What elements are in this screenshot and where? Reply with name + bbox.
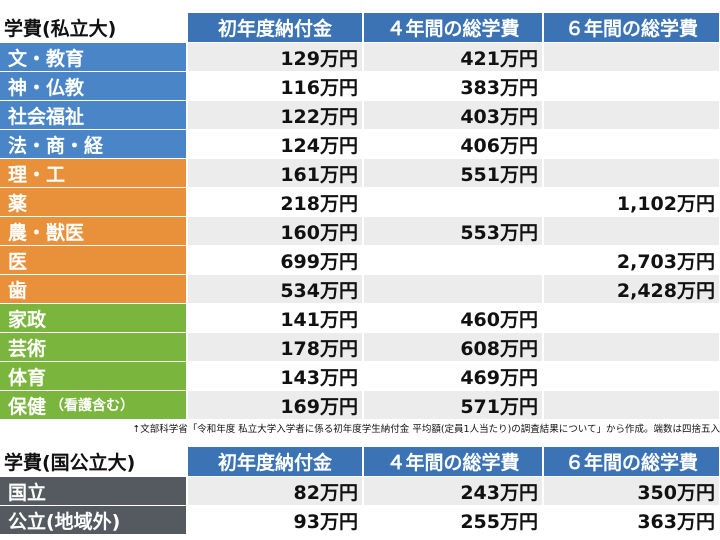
first-year-fee-cell: 124万円 <box>186 130 362 159</box>
row-label: 神・仏教 <box>0 72 186 101</box>
four-year-total-cell: 243万円 <box>362 477 542 506</box>
row-label-text: 神・仏教 <box>8 76 85 99</box>
four-year-total-cell: 469万円 <box>362 362 542 391</box>
first-year-fee-cell: 143万円 <box>186 362 362 391</box>
row-label-text: 法・商・経 <box>8 134 104 157</box>
four-year-total-cell: 421万円 <box>362 43 542 72</box>
col-header-six-year: ６年間の総学費 <box>542 447 719 477</box>
six-year-total-cell <box>542 72 719 101</box>
six-year-total-cell <box>542 333 719 362</box>
six-year-total-cell: 1,102万円 <box>542 188 719 217</box>
public-tuition-table: 学費(国公立大) 初年度納付金 ４年間の総学費 ６年間の総学費 国立 82万円 24… <box>0 447 719 535</box>
four-year-total-cell: 608万円 <box>362 333 542 362</box>
first-year-fee-cell: 169万円 <box>186 391 362 420</box>
six-year-total-cell: 350万円 <box>542 477 719 506</box>
row-label-text: 農・獣医 <box>8 221 85 244</box>
col-header-first-year: 初年度納付金 <box>186 447 362 477</box>
col-header-four-year: ４年間の総学費 <box>362 13 542 43</box>
six-year-total-cell: 363万円 <box>542 506 719 535</box>
first-year-fee-cell: 122万円 <box>186 101 362 130</box>
row-label: 歯 <box>0 275 186 304</box>
row-label: 医 <box>0 246 186 275</box>
row-label-text: 歯 <box>8 279 28 302</box>
row-label-text: 家政 <box>8 308 47 331</box>
row-label-text: 公立(地域外) <box>8 510 121 533</box>
row-label-text: 理・工 <box>8 163 66 186</box>
six-year-total-cell: 2,703万円 <box>542 246 719 275</box>
row-label: 法・商・経 <box>0 130 186 159</box>
row-label-text: 国立 <box>8 481 47 504</box>
row-label-note: （看護含む） <box>50 398 135 414</box>
first-year-fee-cell: 218万円 <box>186 188 362 217</box>
six-year-total-cell <box>542 304 719 333</box>
row-label-text: 医 <box>8 250 28 273</box>
row-label: 文・教育 <box>0 43 186 72</box>
first-year-fee-cell: 161万円 <box>186 159 362 188</box>
row-label-text: 薬 <box>8 192 28 215</box>
private-table-title: 学費(私立大) <box>0 13 186 43</box>
six-year-total-cell <box>542 391 719 420</box>
source-note: ↑文部科学省「令和年度 私立大学入学者に係る初年度学生納付金 平均額(定員1人当… <box>132 424 720 435</box>
row-label: 社会福祉 <box>0 101 186 130</box>
six-year-total-cell <box>542 130 719 159</box>
row-label: 農・獣医 <box>0 217 186 246</box>
row-label-text: 社会福祉 <box>8 105 85 128</box>
private-tuition-table: 学費(私立大) 初年度納付金 ４年間の総学費 ６年間の総学費 文・教育 129万円… <box>0 13 719 420</box>
first-year-fee-cell: 178万円 <box>186 333 362 362</box>
six-year-total-cell <box>542 101 719 130</box>
four-year-total-cell: 403万円 <box>362 101 542 130</box>
row-label: 体育 <box>0 362 186 391</box>
row-label: 薬 <box>0 188 186 217</box>
four-year-total-cell <box>362 275 542 304</box>
four-year-total-cell: 406万円 <box>362 130 542 159</box>
six-year-total-cell <box>542 43 719 72</box>
col-header-first-year: 初年度納付金 <box>186 13 362 43</box>
first-year-fee-cell: 93万円 <box>186 506 362 535</box>
first-year-fee-cell: 534万円 <box>186 275 362 304</box>
row-label: 家政 <box>0 304 186 333</box>
row-label: 理・工 <box>0 159 186 188</box>
first-year-fee-cell: 160万円 <box>186 217 362 246</box>
first-year-fee-cell: 141万円 <box>186 304 362 333</box>
row-label: 国立 <box>0 477 186 506</box>
four-year-total-cell <box>362 246 542 275</box>
four-year-total-cell <box>362 188 542 217</box>
first-year-fee-cell: 129万円 <box>186 43 362 72</box>
six-year-total-cell <box>542 159 719 188</box>
row-label-text: 保健 <box>8 395 47 418</box>
four-year-total-cell: 460万円 <box>362 304 542 333</box>
col-header-six-year: ６年間の総学費 <box>542 13 719 43</box>
row-label-text: 体育 <box>8 366 47 389</box>
first-year-fee-cell: 116万円 <box>186 72 362 101</box>
col-header-four-year: ４年間の総学費 <box>362 447 542 477</box>
four-year-total-cell: 255万円 <box>362 506 542 535</box>
row-label-text: 芸術 <box>8 337 47 360</box>
first-year-fee-cell: 82万円 <box>186 477 362 506</box>
first-year-fee-cell: 699万円 <box>186 246 362 275</box>
four-year-total-cell: 553万円 <box>362 217 542 246</box>
four-year-total-cell: 551万円 <box>362 159 542 188</box>
six-year-total-cell <box>542 217 719 246</box>
row-label-text: 文・教育 <box>8 47 85 70</box>
row-label: 保健 （看護含む） <box>0 391 186 420</box>
four-year-total-cell: 383万円 <box>362 72 542 101</box>
row-label: 公立(地域外) <box>0 506 186 535</box>
row-label: 芸術 <box>0 333 186 362</box>
six-year-total-cell: 2,428万円 <box>542 275 719 304</box>
six-year-total-cell <box>542 362 719 391</box>
public-table-title: 学費(国公立大) <box>0 447 186 477</box>
four-year-total-cell: 571万円 <box>362 391 542 420</box>
